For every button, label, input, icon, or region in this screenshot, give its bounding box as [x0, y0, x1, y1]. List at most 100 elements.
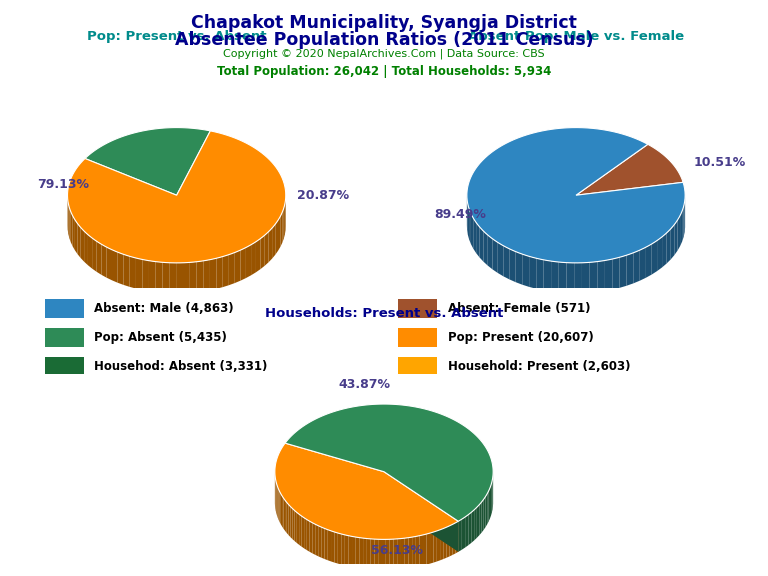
Polygon shape: [598, 260, 605, 292]
Polygon shape: [283, 208, 284, 242]
Polygon shape: [509, 249, 515, 282]
Polygon shape: [474, 507, 477, 540]
Polygon shape: [293, 509, 295, 541]
Polygon shape: [278, 217, 280, 251]
Polygon shape: [667, 229, 670, 263]
Polygon shape: [605, 259, 612, 291]
Text: 43.87%: 43.87%: [339, 378, 390, 391]
Polygon shape: [295, 510, 296, 543]
Polygon shape: [446, 526, 449, 558]
Polygon shape: [567, 263, 574, 293]
Polygon shape: [473, 218, 476, 253]
Polygon shape: [378, 539, 382, 570]
Polygon shape: [634, 250, 640, 283]
Polygon shape: [331, 531, 334, 563]
Polygon shape: [423, 534, 426, 566]
Polygon shape: [477, 505, 479, 538]
Polygon shape: [458, 519, 462, 552]
Polygon shape: [328, 530, 331, 562]
Polygon shape: [321, 527, 325, 559]
Bar: [398, 298, 437, 318]
Text: Copyright © 2020 NepalArchives.Com | Data Source: CBS: Copyright © 2020 NepalArchives.Com | Dat…: [223, 49, 545, 59]
Polygon shape: [515, 252, 522, 285]
Polygon shape: [283, 498, 285, 531]
Text: 56.13%: 56.13%: [371, 544, 423, 557]
Polygon shape: [275, 443, 458, 539]
Polygon shape: [662, 233, 667, 267]
Polygon shape: [479, 502, 482, 535]
Polygon shape: [204, 260, 210, 291]
Polygon shape: [84, 231, 88, 265]
Text: Absentee Population Ratios (2011 Census): Absentee Population Ratios (2011 Census): [174, 31, 594, 48]
Polygon shape: [677, 215, 680, 251]
Polygon shape: [118, 252, 124, 285]
Polygon shape: [290, 506, 293, 539]
Polygon shape: [284, 204, 285, 238]
Polygon shape: [223, 255, 229, 287]
Polygon shape: [78, 223, 81, 258]
Polygon shape: [482, 499, 484, 533]
Polygon shape: [415, 536, 419, 567]
Polygon shape: [190, 262, 197, 293]
Polygon shape: [280, 491, 281, 524]
Polygon shape: [285, 404, 493, 521]
Polygon shape: [674, 220, 677, 255]
Polygon shape: [374, 539, 378, 570]
Polygon shape: [85, 127, 210, 195]
Polygon shape: [371, 539, 374, 570]
Polygon shape: [246, 245, 251, 278]
Text: Total Population: 26,042 | Total Households: 5,934: Total Population: 26,042 | Total Househo…: [217, 65, 551, 78]
Polygon shape: [282, 496, 283, 529]
Polygon shape: [325, 528, 328, 560]
Polygon shape: [680, 211, 682, 246]
Polygon shape: [646, 244, 652, 278]
Polygon shape: [386, 539, 389, 570]
Polygon shape: [522, 254, 529, 287]
Polygon shape: [130, 256, 136, 289]
Polygon shape: [657, 237, 662, 271]
Polygon shape: [559, 262, 567, 293]
Polygon shape: [384, 472, 458, 552]
Polygon shape: [467, 127, 685, 263]
Polygon shape: [488, 235, 492, 270]
Text: Absent: Female (571): Absent: Female (571): [448, 302, 590, 314]
Polygon shape: [338, 533, 341, 564]
Polygon shape: [492, 239, 498, 273]
Polygon shape: [426, 533, 430, 564]
Polygon shape: [487, 491, 488, 524]
Polygon shape: [142, 259, 149, 291]
Text: Chapakot Municipality, Syangja District: Chapakot Municipality, Syangja District: [191, 14, 577, 32]
Polygon shape: [620, 255, 627, 288]
Polygon shape: [286, 502, 289, 535]
Polygon shape: [97, 241, 101, 275]
Polygon shape: [197, 261, 204, 292]
Polygon shape: [92, 238, 97, 272]
Polygon shape: [476, 222, 479, 257]
Polygon shape: [682, 206, 684, 241]
Polygon shape: [367, 539, 371, 570]
Polygon shape: [498, 242, 503, 276]
Polygon shape: [73, 215, 75, 251]
Polygon shape: [419, 535, 423, 566]
Polygon shape: [488, 488, 490, 521]
Polygon shape: [217, 256, 223, 289]
Polygon shape: [468, 512, 472, 545]
Polygon shape: [68, 131, 286, 263]
Polygon shape: [397, 539, 401, 570]
Polygon shape: [349, 536, 352, 567]
Text: Households: Present vs. Absent: Households: Present vs. Absent: [265, 307, 503, 320]
Polygon shape: [176, 263, 183, 293]
Polygon shape: [69, 207, 71, 242]
Polygon shape: [275, 220, 278, 255]
Text: Pop: Absent (5,435): Pop: Absent (5,435): [94, 331, 227, 344]
Polygon shape: [341, 534, 345, 566]
Polygon shape: [169, 263, 176, 293]
Polygon shape: [101, 244, 107, 278]
Polygon shape: [471, 214, 473, 249]
Polygon shape: [345, 535, 349, 566]
Polygon shape: [251, 242, 256, 275]
Polygon shape: [469, 209, 471, 244]
Text: Pop: Present (20,607): Pop: Present (20,607): [448, 331, 594, 344]
Polygon shape: [384, 472, 458, 552]
Polygon shape: [316, 524, 318, 556]
